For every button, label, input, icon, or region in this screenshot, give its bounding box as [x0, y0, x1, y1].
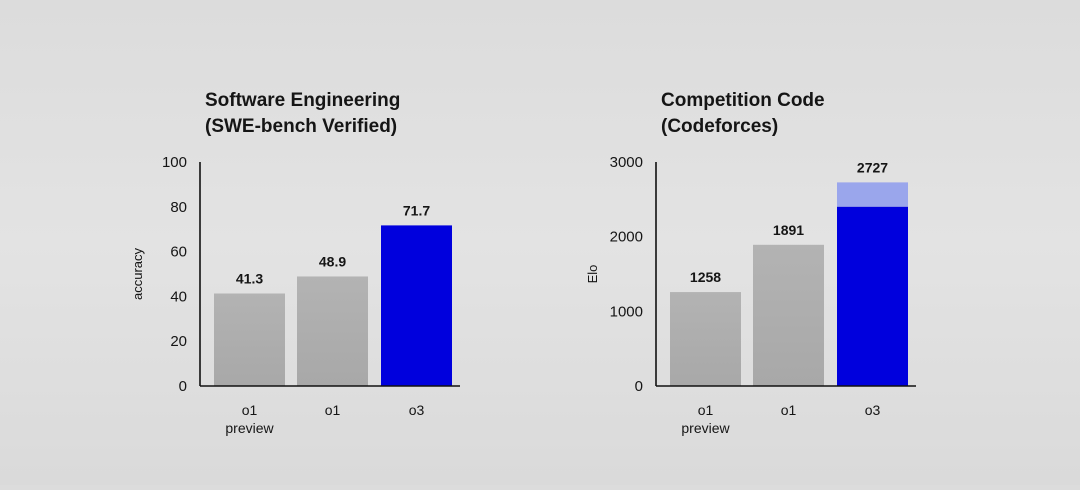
swe-category-label: o1 [325, 402, 341, 418]
swe-category-label: o3 [409, 402, 425, 418]
codeforces-bar-2-increment [837, 182, 908, 207]
codeforces-value-label-2: 2727 [857, 159, 888, 175]
swe-bar-1 [297, 276, 368, 386]
codeforces-y-tick-label: 2000 [610, 229, 643, 246]
codeforces-category-label: preview [681, 420, 730, 436]
codeforces-title: Competition Code [661, 90, 825, 111]
codeforces-y-tick-label: 3000 [610, 154, 643, 171]
swe-value-label-1: 48.9 [319, 253, 346, 269]
swe-y-tick-label: 100 [162, 154, 187, 171]
swe-bar-0 [214, 293, 285, 386]
codeforces-y-tick-label: 0 [635, 378, 643, 395]
codeforces-category-label: o1 [781, 402, 797, 418]
codeforces-bar-2 [837, 206, 908, 386]
swe-y-tick-label: 60 [170, 244, 187, 261]
swe-y-tick-label: 80 [170, 199, 187, 216]
swe-value-label-0: 41.3 [236, 270, 263, 286]
codeforces-category-label: o3 [865, 402, 881, 418]
codeforces-value-label-0: 1258 [690, 269, 721, 285]
swe-bar-2 [381, 225, 452, 386]
swe-subtitle: (SWE-bench Verified) [205, 116, 397, 137]
codeforces-subtitle: (Codeforces) [661, 116, 778, 137]
swe-value-label-2: 71.7 [403, 202, 430, 218]
swe-title: Software Engineering [205, 90, 400, 111]
swe-bench-chart: Software Engineering (SWE-bench Verified)… [130, 90, 460, 436]
swe-y-axis-label: accuracy [130, 247, 145, 300]
codeforces-category-label: o1 [698, 402, 714, 418]
swe-y-tick-label: 0 [179, 378, 187, 395]
swe-category-label: o1 [242, 402, 258, 418]
codeforces-chart: Competition Code (Codeforces) Elo 0 1000 2000… [585, 90, 916, 436]
codeforces-bar-1 [753, 244, 824, 386]
swe-category-label: preview [225, 420, 274, 436]
codeforces-bar-0 [670, 292, 741, 386]
codeforces-y-axis-label: Elo [585, 265, 600, 284]
codeforces-y-tick-label: 1000 [610, 303, 643, 320]
swe-y-tick-label: 40 [170, 288, 187, 305]
swe-y-tick-label: 20 [170, 333, 187, 350]
codeforces-value-label-1: 1891 [773, 222, 804, 238]
